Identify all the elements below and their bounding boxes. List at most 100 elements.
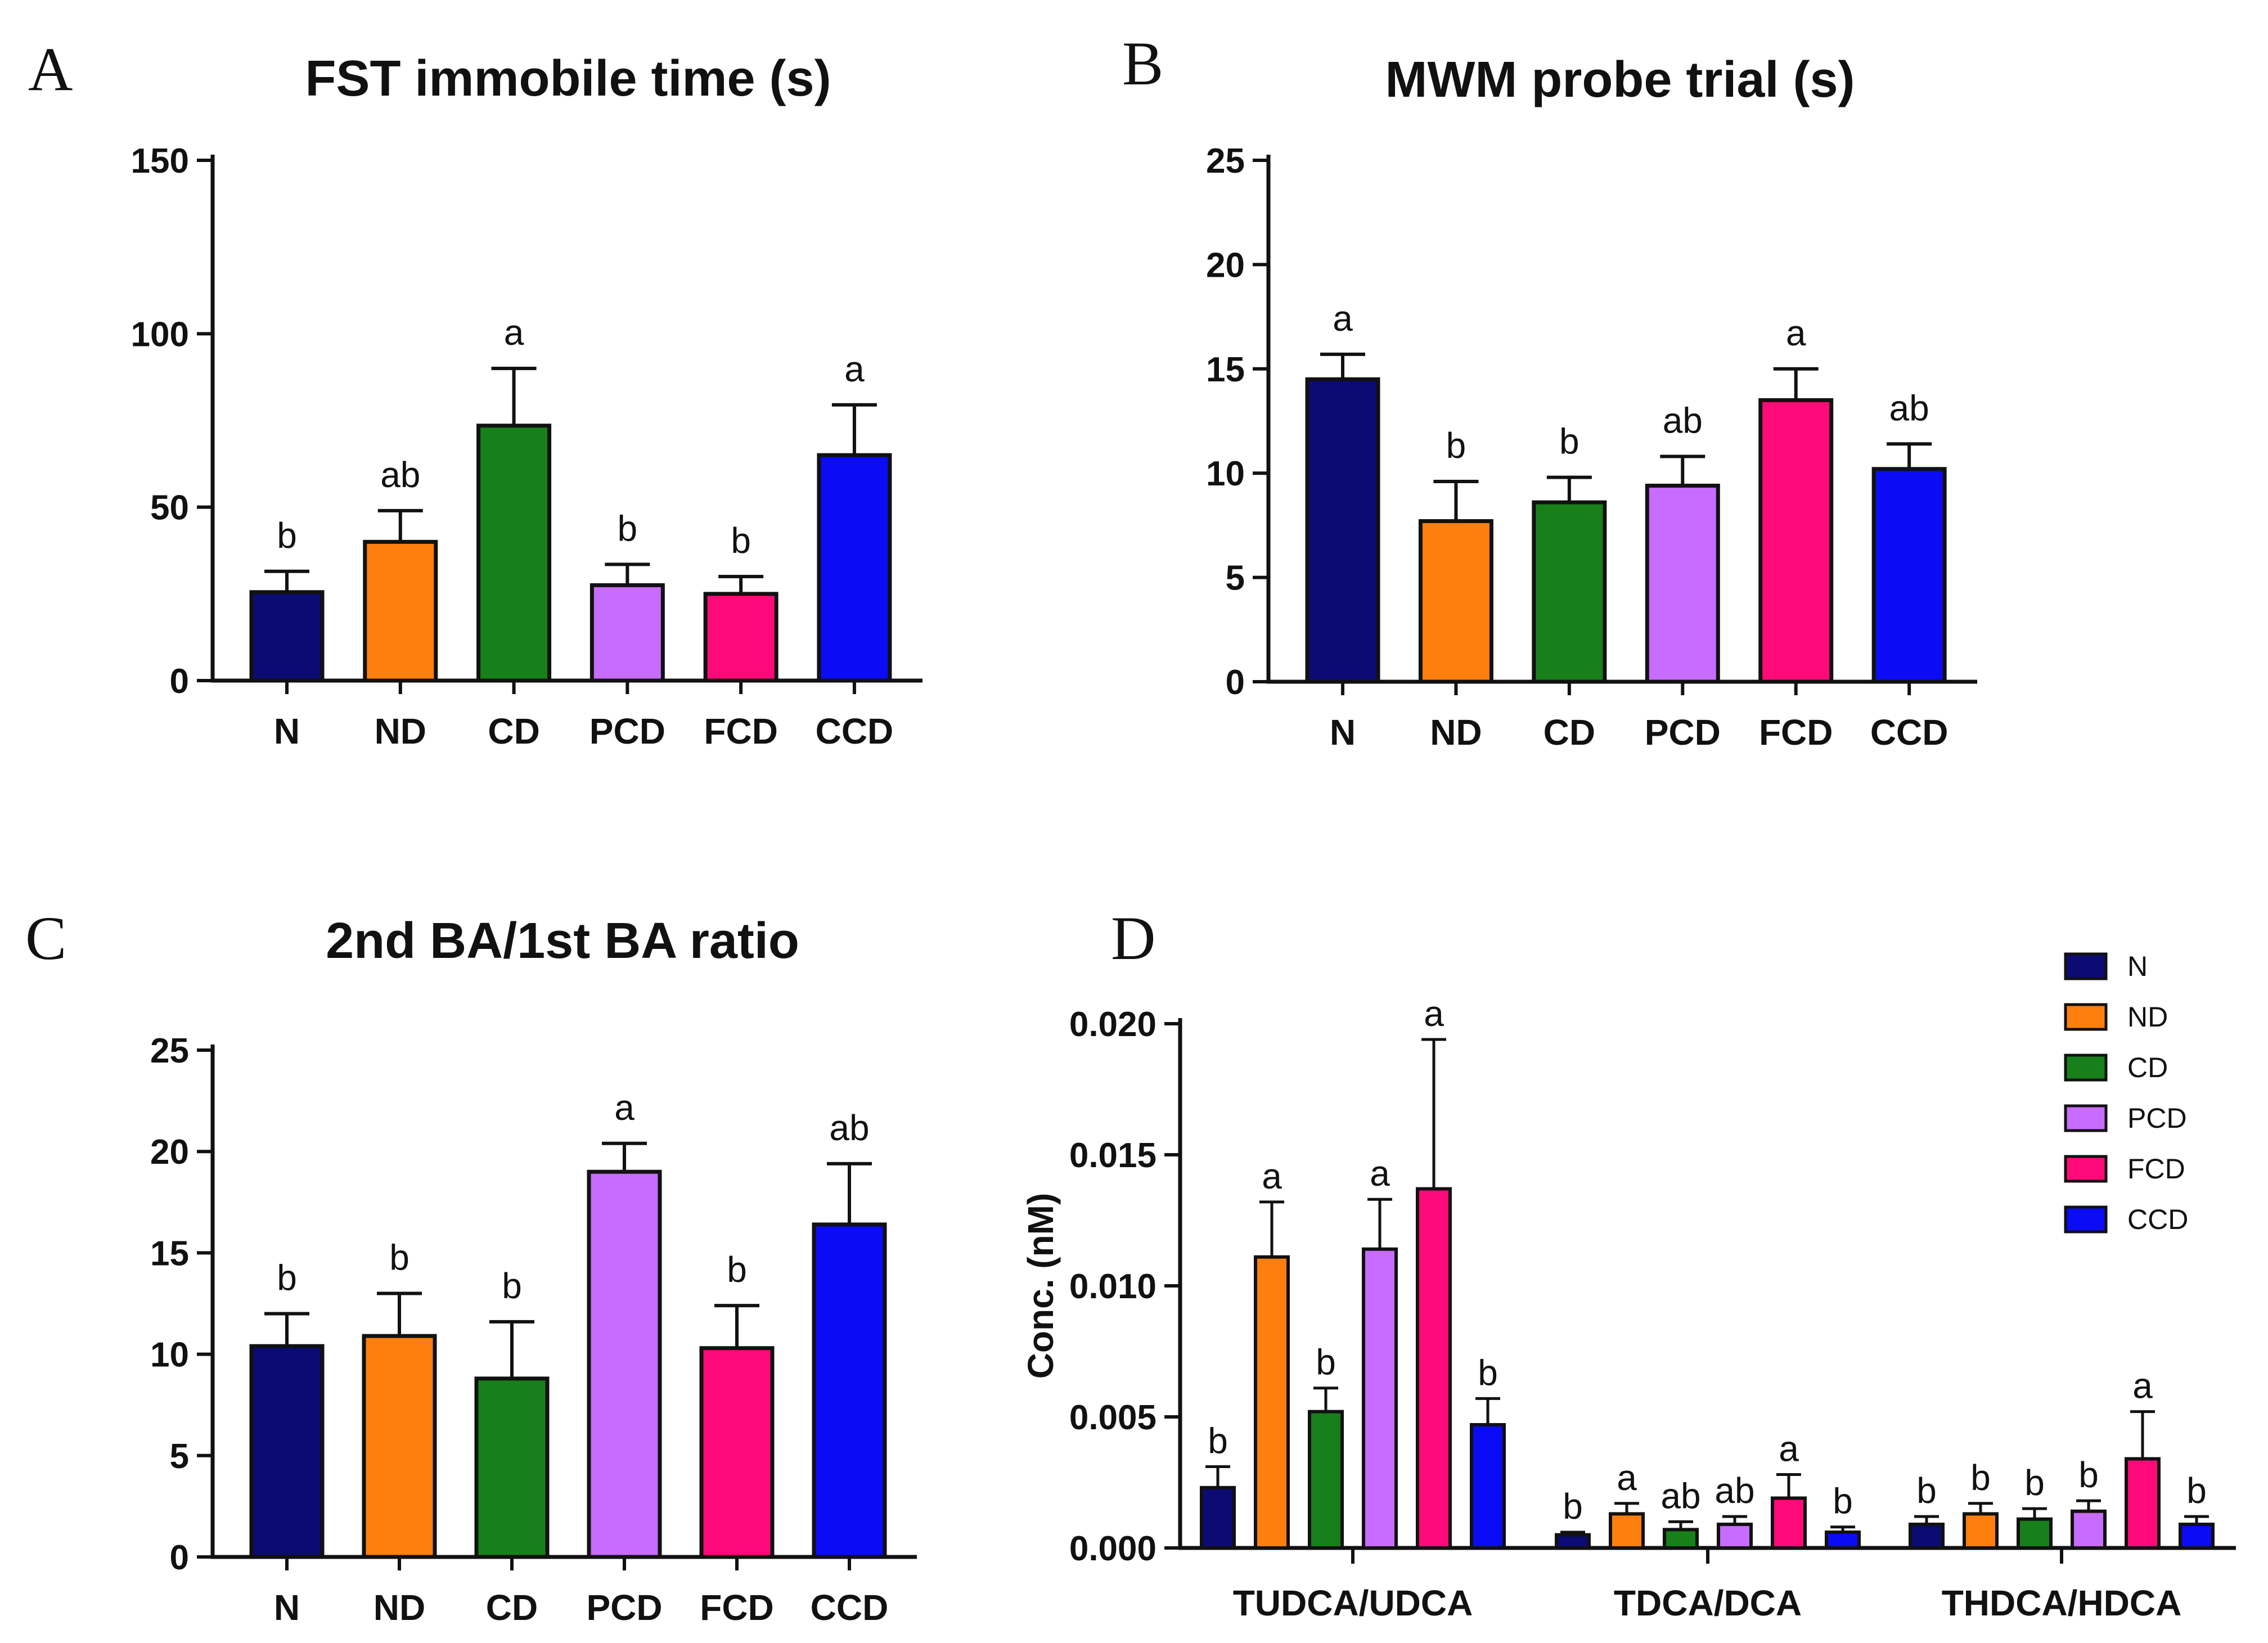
significance-label: ab [1889,388,1929,428]
significance-label: ab [1660,1475,1700,1516]
panel-letter-a: A [28,35,73,103]
bar-fcd [1771,1496,1807,1550]
y-tick-label: 0.010 [1069,1267,1156,1306]
significance-label: b [1559,421,1580,462]
y-tick-label: 25 [150,1032,189,1070]
bar-ccd [1871,467,1947,684]
y-tick-label: 150 [131,142,189,181]
y-tick-label: 25 [1206,142,1245,181]
bar-fcd [699,1346,775,1559]
bar-n [1909,1523,1945,1550]
significance-label: b [1563,1486,1583,1527]
bar-nd [1609,1512,1645,1550]
bar-cd [1532,500,1607,684]
x-tick-label: N [274,711,300,751]
x-tick-label: CD [1544,712,1595,753]
legend-label: PCD [2127,1102,2187,1134]
x-tick-label: PCD [590,711,665,751]
x-tick-label: ND [1430,712,1482,753]
significance-label: a [1333,298,1353,339]
y-tick-label: 5 [170,1437,189,1476]
significance-label: a [844,349,865,389]
bar-ccd [812,1222,887,1559]
legend-swatch-fcd [2064,1155,2108,1183]
legend-label: CD [2127,1052,2168,1083]
x-tick-label: CCD [811,1587,889,1628]
bar-cd [2017,1517,2053,1550]
bar-cd [1663,1528,1699,1550]
x-tick-label: N [1330,712,1356,753]
bar-ccd [1470,1423,1506,1550]
panel-letter-c: C [25,904,66,973]
y-tick-label: 0.020 [1069,1005,1156,1044]
y-tick-label: 10 [150,1336,189,1375]
significance-label: a [614,1087,634,1128]
x-tick-label: PCD [1645,712,1721,753]
bar-nd [363,539,438,683]
y-tick-label: 15 [1206,350,1245,389]
bar-nd [1963,1512,1999,1550]
bar-fcd [1758,398,1834,684]
legend: N ND CD PCD FCD CCD [2064,951,2188,1235]
significance-label: b [1316,1342,1336,1383]
significance-label: a [1779,1429,1799,1469]
x-tick-label: N [274,1587,300,1628]
significance-label: b [1833,1481,1853,1522]
y-tick-label: 0.015 [1069,1136,1156,1175]
significance-label: ab [1714,1470,1754,1511]
panel-title: MWM probe trial (s) [1385,52,1855,108]
x-tick-label: FCD [700,1587,774,1628]
y-tick-label: 0.000 [1069,1529,1156,1568]
x-tick-label: TUDCA/UDCA [1233,1583,1473,1623]
significance-label: b [277,515,297,556]
significance-label: a [1424,993,1444,1034]
x-tick-label: FCD [1759,712,1833,753]
y-axis-title: Conc. (nM) [1020,1193,1061,1379]
significance-label: a [504,312,524,353]
significance-label: a [1262,1156,1282,1196]
bar-n [1200,1486,1236,1550]
legend-label: ND [2127,1001,2168,1033]
panel-b: 0 5 10 15 20 25 MWM probe trial (s) a Nb ND b CD ab P… [1206,52,1977,753]
x-tick-label: THDCA/HDCA [1942,1583,2182,1623]
significance-label: b [389,1237,410,1277]
significance-label: b [502,1266,522,1306]
y-tick-label: 15 [150,1234,189,1273]
significance-label: ab [1663,400,1703,441]
panel-title: 2nd BA/1st BA ratio [326,913,799,969]
bar-cd [474,1376,550,1559]
significance-label: a [1370,1153,1390,1194]
bar-pcd [590,583,665,683]
legend-label: FCD [2127,1153,2185,1185]
panel-c: 0 5 10 15 20 25 2nd BA/1st BA ratio b Nb ND b CD a PC… [150,913,917,1628]
panel-letter-d: D [1111,904,1155,973]
significance-label: a [2132,1366,2153,1406]
legend-swatch-n [2064,952,2108,980]
bar-nd [1254,1255,1290,1550]
significance-label: b [727,1249,747,1290]
bar-cd [476,424,552,683]
bar-n [249,590,325,683]
significance-label: a [1786,313,1806,353]
x-tick-label: CD [486,1587,538,1628]
significance-label: ab [380,454,420,495]
significance-label: b [2024,1462,2045,1503]
legend-swatch-pcd [2064,1104,2108,1132]
significance-label: b [277,1258,297,1298]
bar-pcd [1645,483,1720,684]
significance-label: b [1916,1470,1937,1511]
x-tick-label: PCD [586,1587,662,1628]
significance-label: ab [829,1108,869,1148]
y-tick-label: 10 [1206,454,1245,493]
y-tick-label: 20 [150,1133,189,1172]
y-tick-label: 20 [1206,246,1245,285]
bar-fcd [2125,1457,2161,1550]
bar-ccd [2179,1523,2215,1550]
x-tick-label: CD [488,711,539,751]
bar-fcd [1416,1187,1452,1550]
bar-n [1555,1533,1591,1550]
significance-label: b [618,508,638,548]
legend-label: CCD [2127,1204,2188,1235]
